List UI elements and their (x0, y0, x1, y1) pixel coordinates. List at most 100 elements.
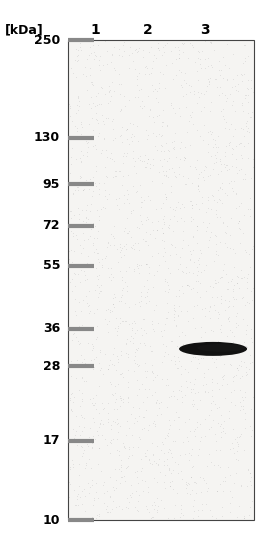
Point (219, 272, 223, 281)
Point (249, 113, 253, 121)
Point (195, 263, 199, 271)
Point (181, 288, 185, 297)
Point (71, 229, 76, 237)
Point (155, 266, 159, 275)
Point (87, 120, 91, 129)
Point (181, 343, 185, 351)
Point (89, 49, 93, 57)
Point (68, 227, 72, 235)
Point (172, 305, 176, 314)
Point (178, 252, 182, 261)
Point (126, 229, 130, 237)
Point (151, 418, 155, 427)
Point (214, 143, 218, 152)
Point (187, 480, 191, 489)
Point (131, 419, 135, 428)
Point (206, 148, 210, 157)
Point (69, 405, 73, 413)
Point (121, 159, 125, 167)
Point (198, 59, 202, 68)
Point (213, 135, 217, 144)
Point (109, 436, 113, 444)
Text: 55: 55 (42, 259, 60, 272)
Point (246, 205, 250, 213)
Point (222, 239, 227, 248)
Point (173, 205, 177, 214)
Point (97, 510, 101, 519)
Point (106, 415, 111, 423)
Point (150, 218, 154, 226)
Point (216, 170, 220, 178)
Point (215, 404, 219, 412)
Point (164, 193, 168, 202)
Point (105, 173, 109, 181)
Point (154, 205, 158, 214)
Point (147, 48, 151, 56)
Point (201, 136, 206, 144)
Point (101, 370, 105, 378)
Point (249, 287, 253, 295)
Point (95, 119, 100, 128)
Point (192, 257, 196, 266)
Point (237, 433, 241, 442)
Point (85, 152, 89, 160)
Point (135, 391, 139, 399)
Point (182, 203, 186, 211)
Point (74, 311, 78, 319)
Point (191, 43, 195, 51)
Point (135, 416, 139, 425)
Point (94, 167, 99, 176)
Point (67, 478, 71, 486)
Point (115, 244, 119, 253)
Point (91, 173, 95, 181)
Point (80, 395, 84, 404)
Point (127, 452, 132, 460)
Point (93, 141, 97, 150)
Point (134, 467, 138, 476)
Point (200, 199, 204, 207)
Point (180, 200, 184, 209)
Point (220, 199, 224, 207)
Point (169, 99, 173, 107)
Point (210, 392, 214, 401)
Point (118, 70, 122, 79)
Point (215, 487, 219, 495)
Point (191, 352, 195, 361)
Point (106, 399, 110, 407)
Point (125, 214, 129, 222)
Point (78, 174, 82, 182)
Point (174, 173, 178, 181)
Point (223, 394, 227, 403)
Point (237, 224, 241, 233)
Point (183, 69, 187, 77)
Point (103, 90, 108, 98)
Point (175, 342, 179, 351)
Point (177, 66, 181, 75)
Point (178, 307, 183, 315)
Point (228, 138, 232, 146)
Point (208, 170, 212, 179)
Point (190, 444, 194, 453)
Point (79, 442, 83, 451)
Point (73, 56, 78, 65)
Point (151, 86, 155, 95)
Point (170, 138, 174, 146)
Point (120, 123, 124, 132)
Point (76, 185, 80, 194)
Point (199, 63, 203, 72)
Point (169, 355, 173, 364)
Point (215, 213, 219, 221)
Point (165, 157, 169, 166)
Point (103, 435, 107, 444)
Point (110, 50, 114, 58)
Point (84, 292, 88, 301)
Point (156, 98, 161, 106)
Point (187, 267, 191, 276)
Point (187, 415, 191, 423)
Point (71, 460, 76, 468)
Point (141, 487, 145, 495)
Point (77, 385, 81, 394)
Point (197, 359, 201, 367)
Point (67, 247, 71, 256)
Point (237, 502, 241, 511)
